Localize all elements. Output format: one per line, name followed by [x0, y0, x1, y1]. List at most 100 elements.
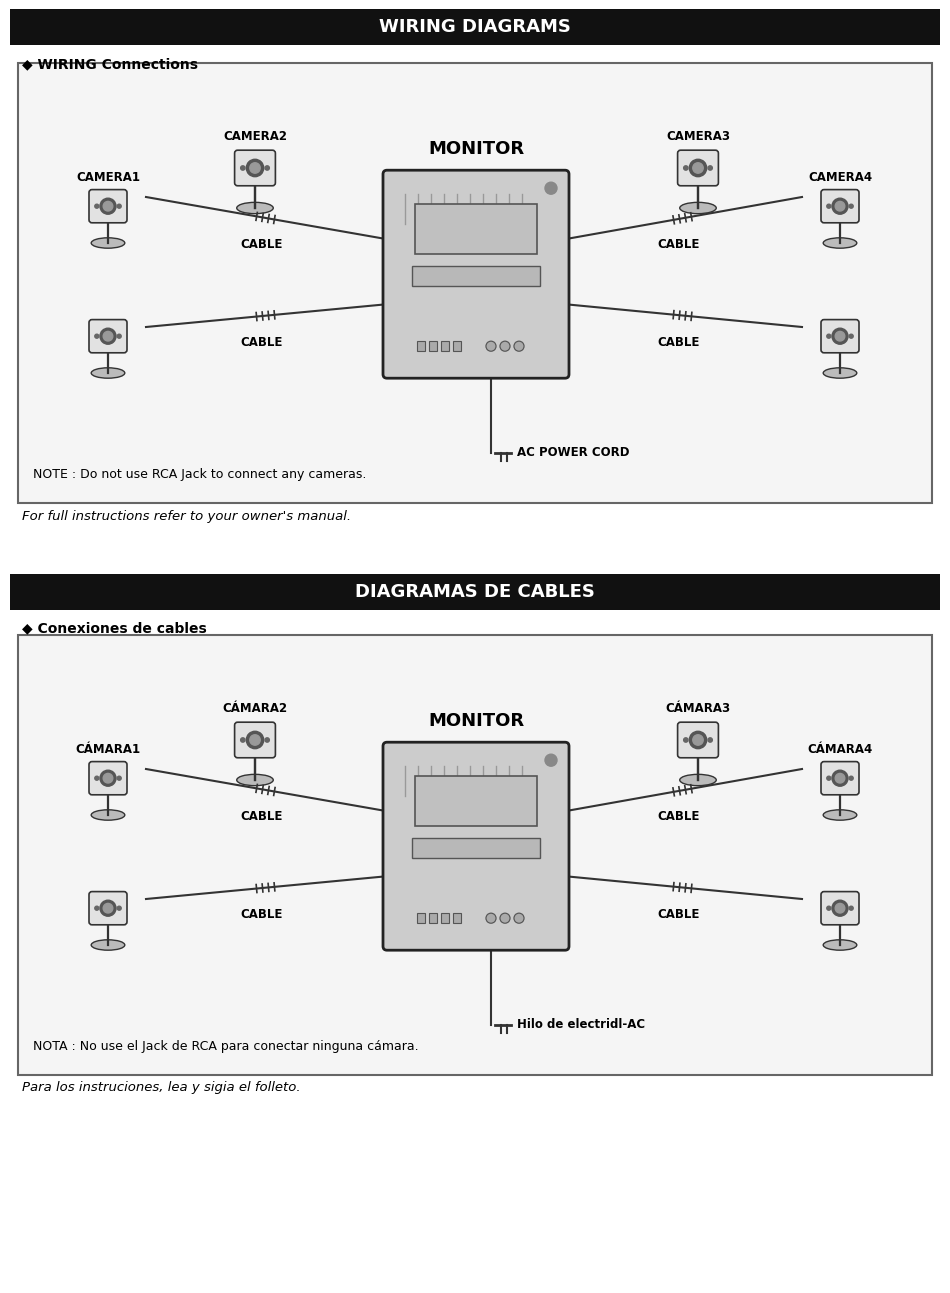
- Ellipse shape: [91, 809, 124, 820]
- FancyBboxPatch shape: [821, 892, 859, 924]
- Bar: [441, 913, 449, 923]
- Bar: [412, 266, 541, 286]
- Circle shape: [693, 734, 703, 745]
- Circle shape: [832, 771, 848, 786]
- Circle shape: [708, 738, 712, 742]
- Circle shape: [849, 906, 853, 910]
- Ellipse shape: [824, 940, 857, 950]
- Circle shape: [240, 166, 245, 171]
- Circle shape: [95, 204, 99, 208]
- Circle shape: [104, 904, 113, 913]
- Circle shape: [684, 738, 688, 742]
- Text: CABLE: CABLE: [657, 336, 700, 349]
- Circle shape: [486, 341, 496, 352]
- Circle shape: [545, 754, 557, 767]
- FancyBboxPatch shape: [235, 723, 276, 758]
- Text: CÁMARA4: CÁMARA4: [808, 743, 873, 756]
- Circle shape: [849, 776, 853, 780]
- Circle shape: [500, 913, 510, 923]
- Text: Para los instruciones, lea y sigia el folleto.: Para los instruciones, lea y sigia el fo…: [22, 1081, 300, 1094]
- Ellipse shape: [91, 940, 124, 950]
- Ellipse shape: [824, 238, 857, 248]
- FancyBboxPatch shape: [821, 319, 859, 353]
- Circle shape: [104, 773, 113, 784]
- Circle shape: [246, 159, 264, 177]
- Circle shape: [826, 776, 831, 780]
- Text: CABLE: CABLE: [240, 238, 283, 251]
- FancyBboxPatch shape: [677, 150, 718, 186]
- Text: CÁMARA1: CÁMARA1: [75, 743, 141, 756]
- FancyBboxPatch shape: [235, 150, 276, 186]
- Text: AC POWER CORD: AC POWER CORD: [517, 446, 630, 459]
- FancyBboxPatch shape: [677, 723, 718, 758]
- Circle shape: [835, 904, 845, 913]
- Circle shape: [826, 334, 831, 339]
- FancyBboxPatch shape: [89, 190, 127, 222]
- Circle shape: [117, 906, 122, 910]
- Circle shape: [832, 198, 848, 215]
- Circle shape: [265, 738, 270, 742]
- Ellipse shape: [680, 202, 716, 213]
- Circle shape: [100, 328, 116, 344]
- Circle shape: [117, 334, 122, 339]
- Circle shape: [100, 900, 116, 917]
- Circle shape: [100, 771, 116, 786]
- Circle shape: [100, 198, 116, 215]
- Ellipse shape: [91, 238, 124, 248]
- FancyBboxPatch shape: [383, 171, 569, 378]
- Circle shape: [826, 204, 831, 208]
- Text: CÁMARA2: CÁMARA2: [222, 702, 288, 715]
- Circle shape: [514, 341, 524, 352]
- Text: CABLE: CABLE: [657, 811, 700, 824]
- Text: DIAGRAMAS DE CABLES: DIAGRAMAS DE CABLES: [355, 583, 595, 601]
- Circle shape: [708, 166, 712, 171]
- Text: Hilo de electridl-AC: Hilo de electridl-AC: [517, 1019, 645, 1032]
- Text: CABLE: CABLE: [657, 908, 700, 921]
- Circle shape: [826, 906, 831, 910]
- Text: ◆ WIRING Connections: ◆ WIRING Connections: [22, 57, 198, 71]
- Circle shape: [500, 341, 510, 352]
- Circle shape: [104, 202, 113, 211]
- Bar: [429, 341, 437, 352]
- Circle shape: [95, 334, 99, 339]
- Circle shape: [835, 202, 845, 211]
- Bar: [417, 341, 425, 352]
- Bar: [10, 9, 940, 45]
- FancyBboxPatch shape: [89, 762, 127, 795]
- Circle shape: [514, 913, 524, 923]
- Circle shape: [240, 738, 245, 742]
- Bar: [412, 838, 541, 859]
- Circle shape: [265, 166, 270, 171]
- Circle shape: [849, 334, 853, 339]
- Text: CABLE: CABLE: [240, 336, 283, 349]
- Circle shape: [832, 328, 848, 344]
- Text: CABLE: CABLE: [657, 238, 700, 251]
- Text: CABLE: CABLE: [240, 811, 283, 824]
- Text: For full instructions refer to your owner's manual.: For full instructions refer to your owne…: [22, 509, 352, 522]
- Text: WIRING DIAGRAMS: WIRING DIAGRAMS: [379, 18, 571, 36]
- Ellipse shape: [824, 809, 857, 820]
- FancyBboxPatch shape: [821, 190, 859, 222]
- Bar: [417, 913, 425, 923]
- Text: CAMERA4: CAMERA4: [808, 171, 872, 184]
- Circle shape: [246, 732, 264, 749]
- Circle shape: [486, 913, 496, 923]
- Text: CAMERA3: CAMERA3: [666, 131, 730, 144]
- Text: NOTE : Do not use RCA Jack to connect any cameras.: NOTE : Do not use RCA Jack to connect an…: [33, 468, 367, 481]
- Circle shape: [832, 900, 848, 917]
- Ellipse shape: [680, 775, 716, 786]
- Circle shape: [117, 204, 122, 208]
- Circle shape: [849, 204, 853, 208]
- Bar: [441, 341, 449, 352]
- Circle shape: [117, 776, 122, 780]
- Circle shape: [250, 734, 260, 745]
- Bar: [415, 204, 537, 255]
- FancyBboxPatch shape: [89, 319, 127, 353]
- Bar: [453, 341, 461, 352]
- Circle shape: [104, 331, 113, 341]
- Ellipse shape: [824, 367, 857, 378]
- FancyBboxPatch shape: [89, 892, 127, 924]
- Ellipse shape: [237, 775, 274, 786]
- Circle shape: [690, 732, 707, 749]
- Text: NOTA : No use el Jack de RCA para conectar ninguna cámara.: NOTA : No use el Jack de RCA para conect…: [33, 1040, 419, 1053]
